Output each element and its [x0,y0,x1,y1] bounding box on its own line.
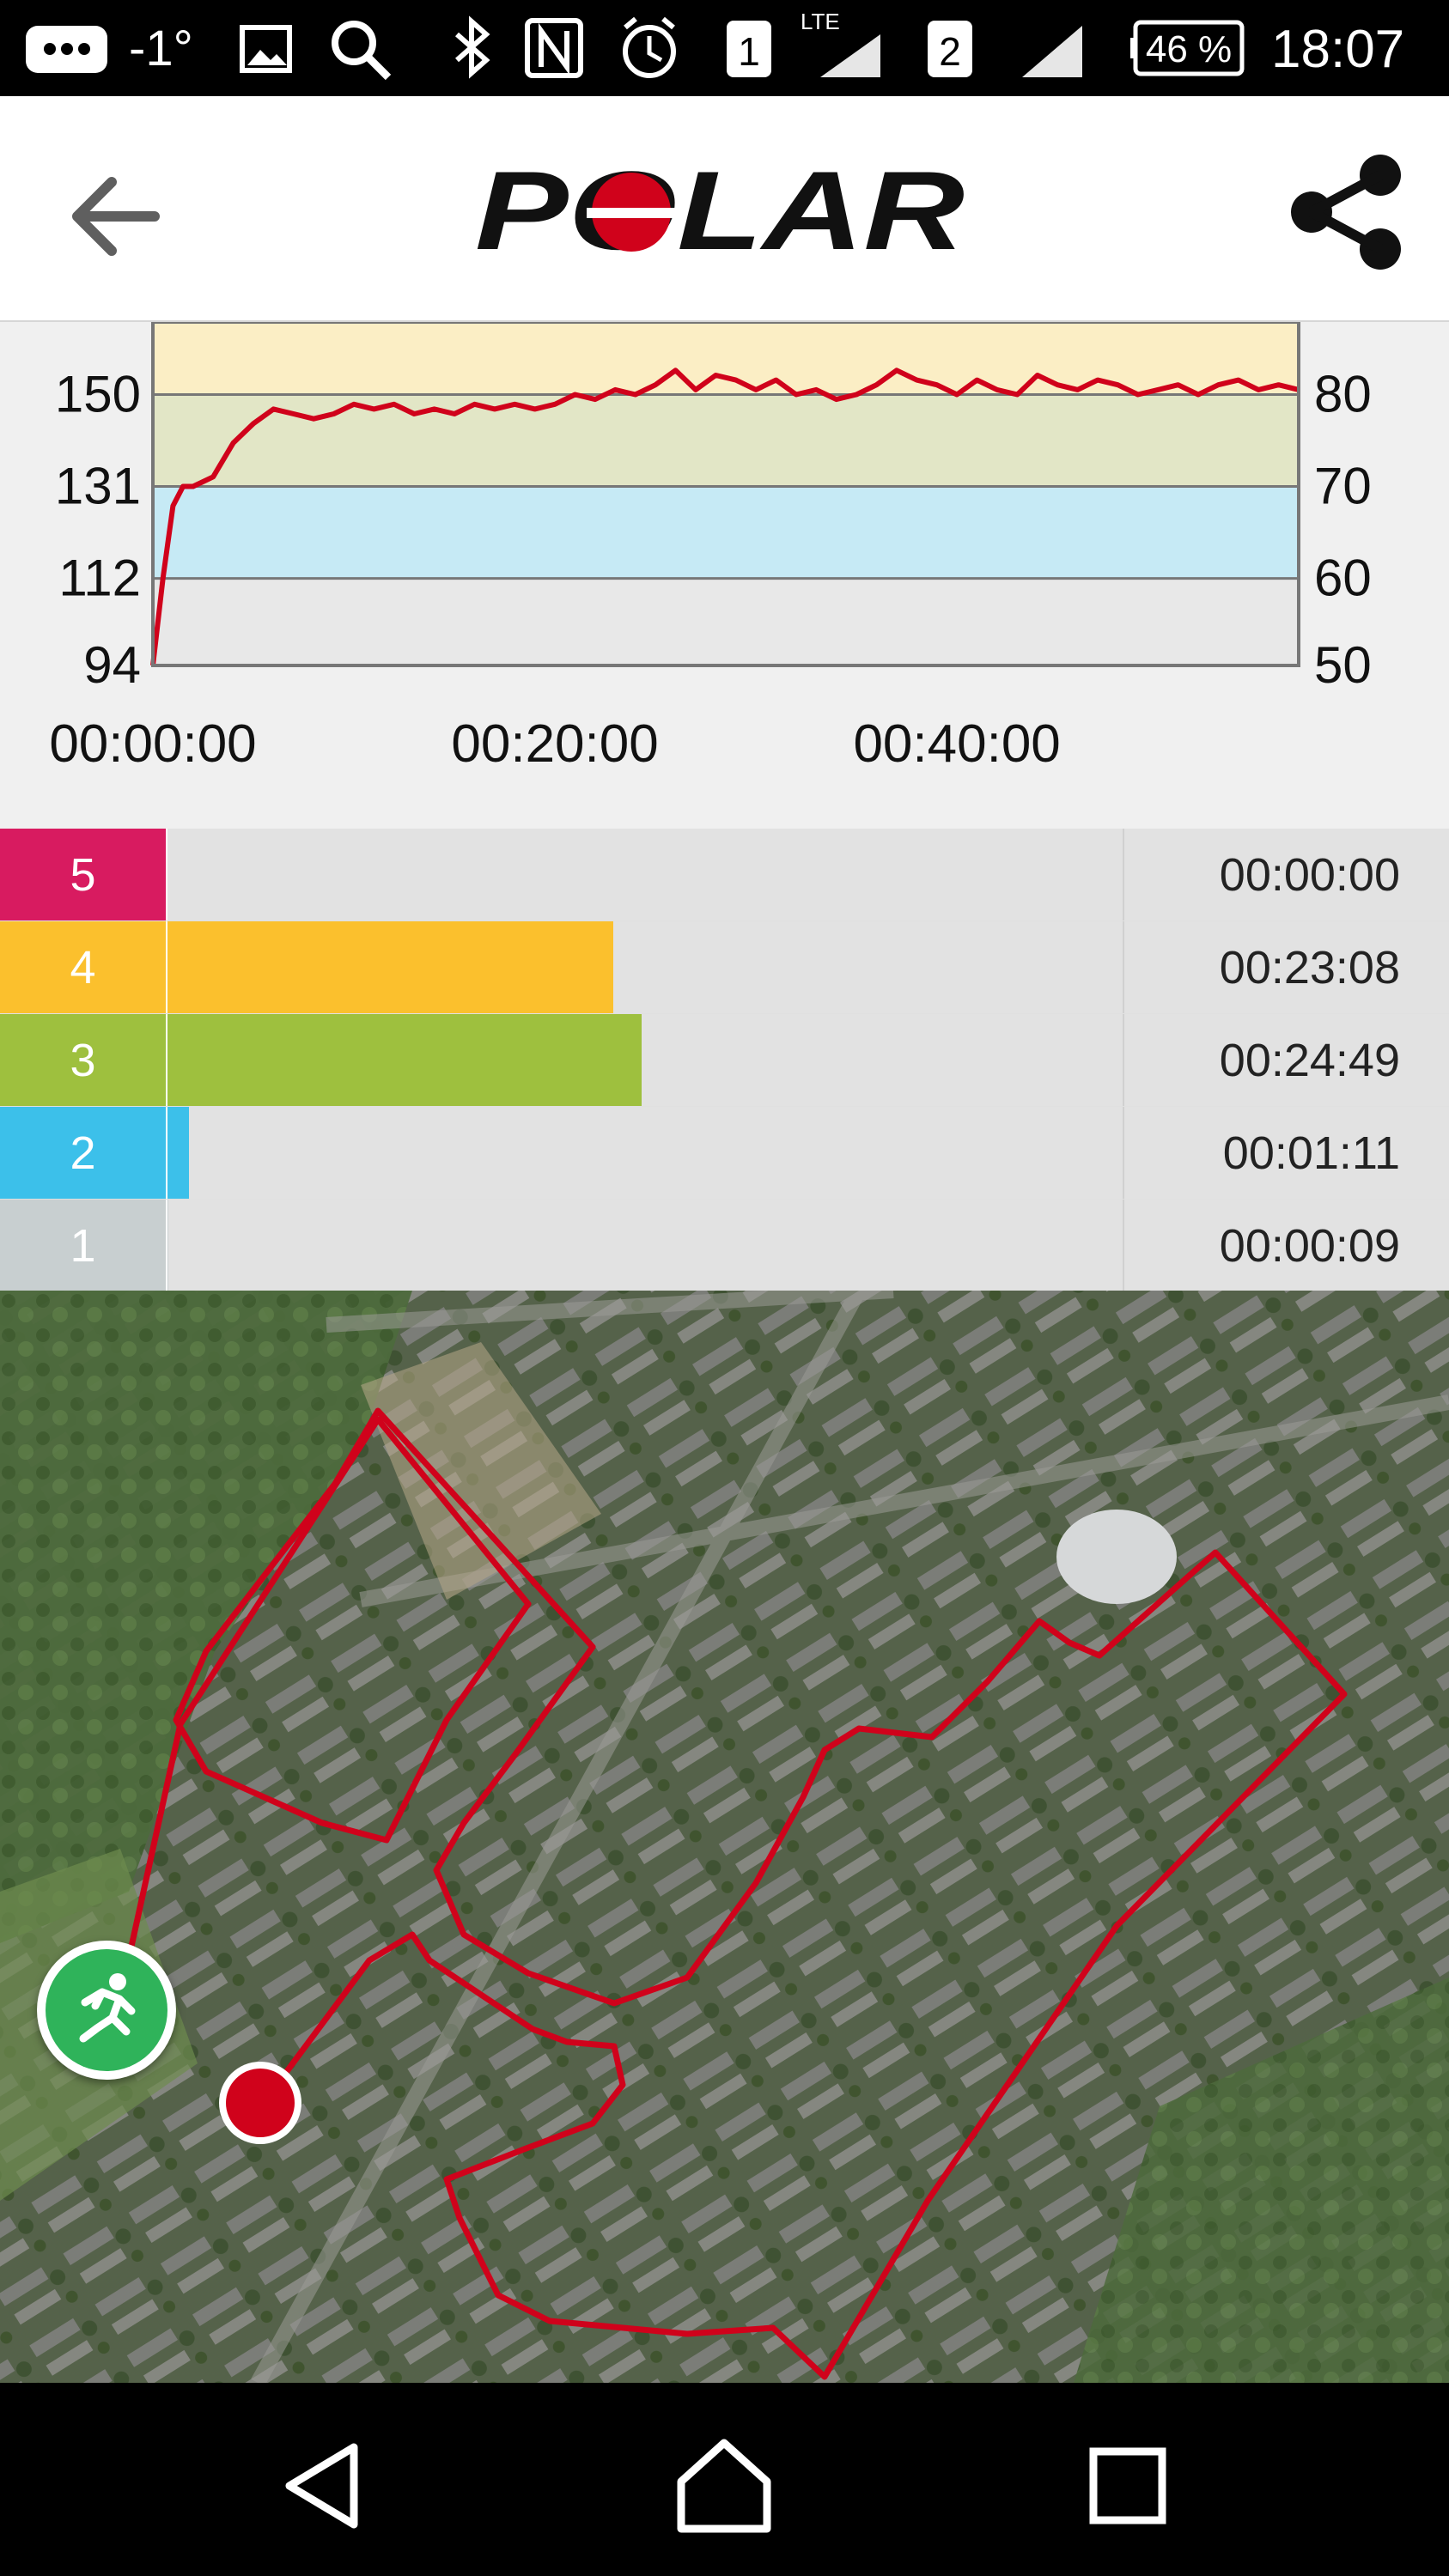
hr-zone-band [153,322,1299,395]
temperature-text: -1° [129,21,193,76]
x-tick-label: 00:20:00 [451,714,658,774]
heart-rate-line [150,368,1300,666]
zone-separator [1123,1014,1124,1106]
chat-icon [26,26,107,73]
nfc-icon [525,18,583,78]
lte-label: LTE [801,9,840,34]
route-map[interactable] [0,1291,1449,2383]
back-arrow-icon[interactable] [52,156,172,276]
zone-duration-bar [166,829,167,920]
zone-duration-bar [166,1200,169,1291]
sim1-indicator: 1 [727,21,771,77]
zone-number: 4 [0,921,166,1013]
hr-zone-band [153,486,1299,579]
hr-zone-band [153,578,1299,665]
zone-time: 00:00:00 [1219,848,1400,901]
chart-frame [151,322,1300,667]
search-icon [332,21,392,81]
y-left-tick-label: 131 [55,458,141,515]
map-construction-area [361,1342,601,1600]
y-left-tick-label: 112 [58,550,141,607]
y-left-tick-label: 150 [55,366,141,423]
y-right-tick-label: 70 [1314,458,1372,515]
zone-separator [1123,829,1124,920]
system-nav-bar [0,2383,1449,2576]
x-tick-label: 00:40:00 [853,714,1060,774]
map-park-area [1074,1978,1449,2383]
zone-time: 00:01:11 [1222,1127,1400,1179]
map-main-road [251,1291,1449,2383]
app-bar: POLAR [0,96,1449,322]
nav-recents-icon[interactable] [1072,2430,1184,2542]
route-path [121,1407,1348,2380]
image-icon [240,25,292,73]
zone-duration-bar [166,921,614,1013]
zone-separator [1123,1107,1124,1199]
zone-row: 2 00:01:11 [0,1107,1449,1199]
zone-number: 1 [0,1200,166,1291]
zone-time: 00:23:08 [1219,941,1400,993]
battery-text: 46 % [1146,28,1232,70]
battery-icon: 46 % [1130,20,1245,76]
share-icon[interactable] [1284,148,1413,276]
sim1-label: 1 [738,29,760,74]
zone-row: 3 00:24:49 [0,1014,1449,1106]
clock-text: 18:07 [1271,20,1404,79]
y-right-tick-label: 60 [1314,550,1372,607]
activity-type-button[interactable] [37,1941,176,2080]
zone-row: 5 00:00:00 [0,829,1449,920]
route-end-marker [219,2062,301,2144]
zone-separator [1123,921,1124,1013]
map-park-area [0,1291,412,1943]
y-right-tick-label: 80 [1314,366,1372,423]
sim2-indicator: 2 [928,21,972,77]
zone-row: 1 00:00:09 [0,1200,1449,1291]
zone-number: 3 [0,1014,166,1106]
y-left-tick-label: 94 [83,636,141,694]
zone-duration-bar [166,1014,642,1106]
alarm-icon [623,16,676,78]
zone-number: 2 [0,1107,166,1199]
bluetooth-icon [455,15,490,79]
zone-duration-bar [166,1107,189,1199]
zone-row: 4 00:23:08 [0,921,1449,1013]
signal-icon [1022,26,1082,77]
map-stadium [1056,1510,1177,1604]
sim2-label: 2 [939,29,961,74]
heart-rate-chart: 150 131 112 94 80 70 60 50 00:00:00 00:20:00 00:… [0,322,1449,829]
heart-rate-zones: 5 00:00:00 4 00:23:08 3 00:24:49 2 00:01:11 1 00:… [0,829,1449,1291]
nav-home-icon[interactable] [668,2430,780,2542]
x-tick-label: 00:00:00 [49,714,256,774]
y-right-tick-label: 50 [1314,636,1372,694]
zone-number: 5 [0,829,166,920]
zone-time: 00:00:09 [1219,1219,1400,1272]
zone-separator [1123,1200,1124,1291]
signal-icon [820,34,880,77]
polar-logo: POLAR [475,148,965,273]
zone-time: 00:24:49 [1219,1034,1400,1086]
status-bar: -1° 1 LTE 2 [0,0,1449,96]
brand-logo-text: POLAR [475,148,965,273]
hr-zone-band [153,394,1299,487]
running-activity-icon [79,1973,136,2043]
nav-back-icon[interactable] [268,2430,380,2542]
